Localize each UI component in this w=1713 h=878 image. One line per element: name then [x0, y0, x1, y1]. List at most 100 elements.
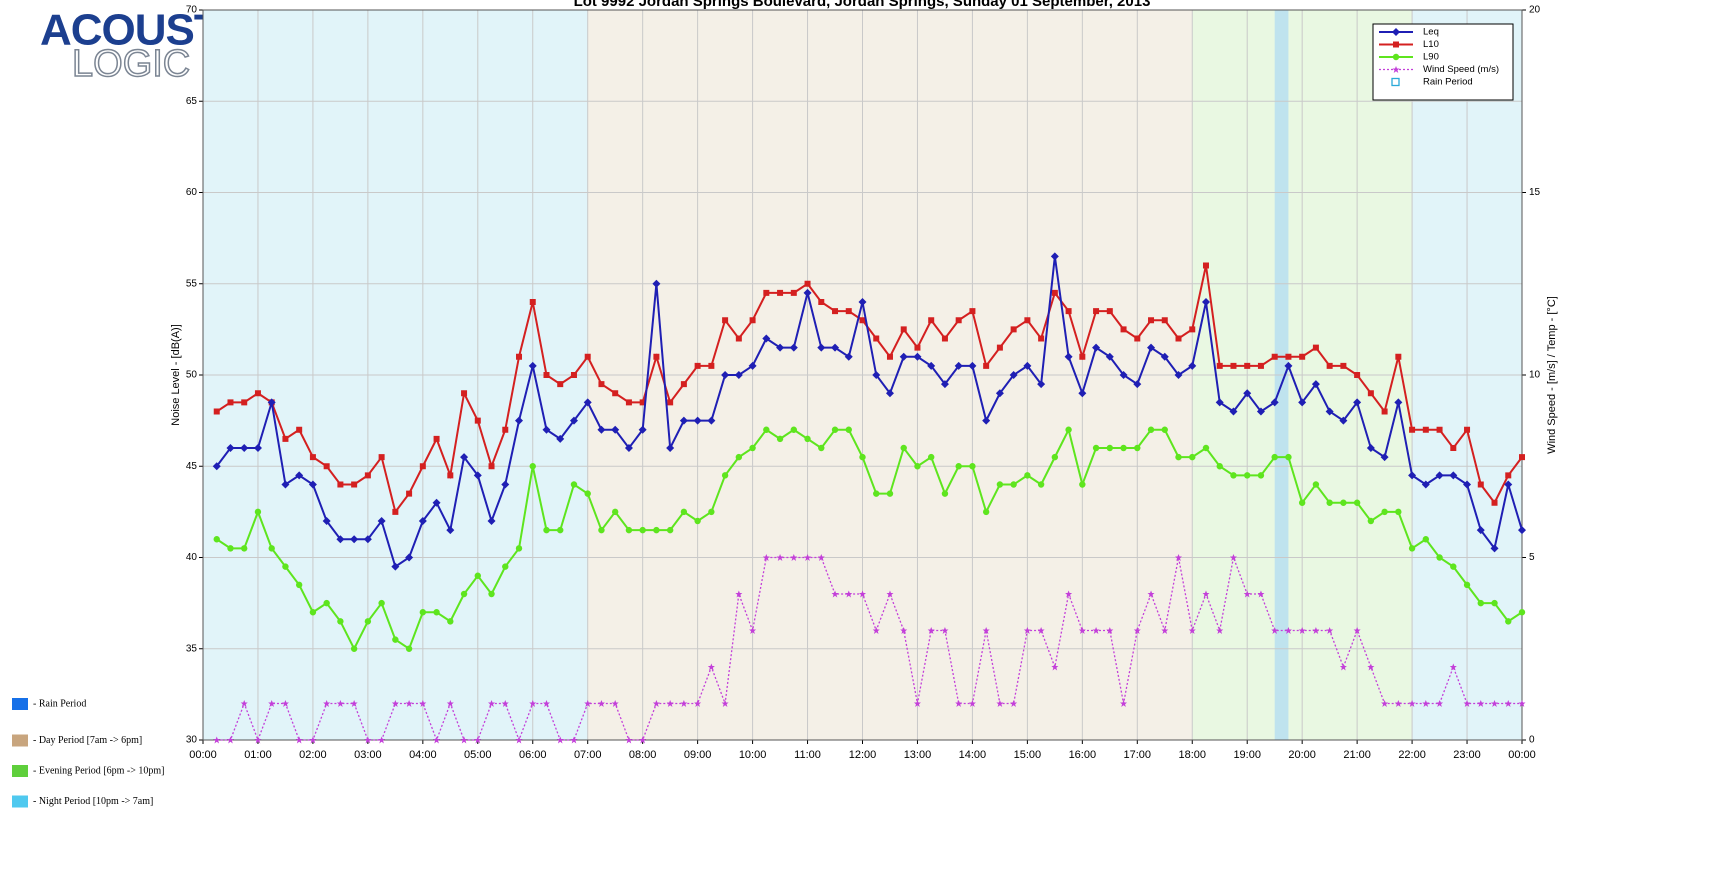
- point: [363, 535, 372, 544]
- point: [240, 444, 249, 452]
- point: [378, 736, 386, 744]
- point: [557, 526, 564, 534]
- point: [844, 352, 853, 361]
- point: [1285, 453, 1292, 461]
- point: [1065, 590, 1073, 598]
- point: [1106, 627, 1114, 634]
- point: [1256, 407, 1265, 416]
- point: [611, 508, 619, 516]
- point: [241, 399, 248, 406]
- x-tick-label: 03:00: [354, 749, 382, 761]
- point: [392, 508, 399, 515]
- point: [1353, 398, 1362, 407]
- point: [735, 590, 743, 598]
- point: [1381, 508, 1388, 516]
- point: [996, 700, 1004, 707]
- point: [1298, 627, 1306, 634]
- point: [1106, 308, 1113, 315]
- point: [584, 700, 592, 707]
- point: [1078, 627, 1086, 634]
- point: [364, 472, 371, 479]
- point: [391, 700, 399, 707]
- point: [818, 299, 825, 305]
- point: [543, 526, 550, 534]
- point: [1519, 454, 1525, 461]
- point: [460, 736, 468, 744]
- point: [1477, 599, 1484, 607]
- point: [570, 481, 578, 488]
- point: [900, 444, 907, 452]
- point: [1381, 408, 1388, 415]
- point: [653, 353, 660, 360]
- y-tick-label: 60: [186, 187, 198, 198]
- point: [1298, 499, 1306, 506]
- point: [1421, 480, 1430, 489]
- point: [391, 562, 400, 571]
- point: [1504, 480, 1513, 489]
- point: [940, 380, 949, 389]
- legend-label: L90: [1423, 52, 1439, 63]
- point: [1120, 700, 1128, 707]
- point: [1078, 389, 1087, 398]
- series-line: [215, 256, 1523, 569]
- point: [446, 700, 454, 707]
- point: [1133, 627, 1141, 634]
- point: [1464, 426, 1471, 433]
- point: [1353, 627, 1361, 634]
- point: [1134, 444, 1141, 452]
- point: [597, 700, 605, 707]
- point: [1504, 700, 1512, 707]
- point: [433, 435, 440, 442]
- point: [1051, 453, 1059, 461]
- point: [762, 334, 771, 343]
- point: [653, 526, 660, 534]
- point: [1175, 554, 1183, 561]
- point: [212, 462, 221, 471]
- point: [777, 289, 784, 296]
- point: [432, 498, 441, 507]
- point: [447, 472, 454, 479]
- point: [406, 490, 413, 497]
- point: [1229, 554, 1237, 561]
- point: [954, 361, 963, 370]
- point: [542, 425, 551, 434]
- point: [886, 490, 894, 497]
- y2-tick-label: 15: [1529, 187, 1541, 198]
- point: [1408, 700, 1416, 707]
- point: [1024, 317, 1031, 324]
- x-tick-label: 10:00: [739, 749, 767, 761]
- point: [1284, 627, 1292, 634]
- point: [776, 554, 784, 561]
- point: [460, 590, 468, 598]
- point: [543, 372, 550, 378]
- point: [364, 618, 372, 625]
- point: [694, 362, 701, 369]
- x-tick-label: 11:00: [794, 749, 821, 761]
- point: [473, 471, 482, 480]
- point: [900, 627, 908, 634]
- y2-tick-label: 0: [1529, 735, 1535, 746]
- point: [707, 416, 716, 425]
- point: [1518, 700, 1526, 707]
- point: [253, 444, 262, 452]
- point: [638, 425, 647, 434]
- point: [913, 352, 922, 361]
- point: [1147, 590, 1155, 598]
- legend-box: [1372, 23, 1514, 101]
- point: [323, 599, 330, 607]
- point: [1408, 545, 1416, 552]
- point: [598, 381, 605, 388]
- point: [1174, 371, 1183, 379]
- point: [1339, 416, 1348, 425]
- point: [1105, 352, 1114, 361]
- legend-label: Leq: [1423, 27, 1439, 38]
- point: [735, 335, 742, 342]
- y-axis-label: Noise Level - [dB(A)]: [170, 324, 182, 425]
- point: [323, 463, 330, 470]
- plot-frame: [202, 9, 1523, 741]
- point: [639, 736, 647, 744]
- point: [350, 645, 358, 652]
- point: [1491, 700, 1499, 707]
- point: [817, 343, 826, 352]
